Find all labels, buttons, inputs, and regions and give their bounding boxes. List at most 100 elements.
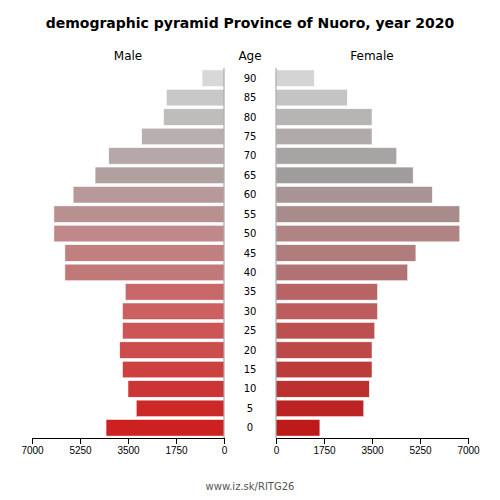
tick: 0: [222, 438, 228, 456]
tick-label: 3500: [117, 445, 140, 456]
category-label: 70: [244, 150, 257, 161]
bar: [276, 342, 372, 359]
bar: [136, 400, 224, 417]
tick-label: 3500: [361, 445, 384, 456]
bar: [276, 109, 372, 126]
tick-mark: [468, 438, 469, 444]
category-label: 75: [244, 131, 257, 142]
panel-title: Male: [114, 49, 142, 63]
tick: 7000: [457, 438, 480, 456]
tick: 1750: [313, 438, 336, 456]
bar: [276, 89, 347, 106]
bar: [276, 284, 377, 301]
bar: [276, 361, 372, 378]
bar: [142, 128, 224, 145]
tick-mark: [324, 438, 325, 444]
axis-line: [33, 439, 225, 445]
bar: [276, 128, 372, 145]
bar: [276, 186, 432, 203]
bar: [164, 109, 224, 126]
bar: [123, 303, 224, 320]
bar: [276, 400, 364, 417]
tick-mark: [32, 438, 33, 444]
tick: 0: [274, 438, 280, 456]
bar: [73, 186, 224, 203]
category-label: 60: [244, 189, 257, 200]
bar: [65, 245, 224, 262]
category-label: 40: [244, 267, 257, 278]
category-label: 10: [244, 383, 257, 394]
tick: 5250: [409, 438, 432, 456]
axis-title: Age: [238, 49, 261, 63]
tick-mark: [176, 438, 177, 444]
category-label: 90: [244, 73, 257, 84]
panel-title: Female: [350, 49, 393, 63]
bar: [276, 206, 460, 223]
bar: [276, 420, 320, 437]
tick-mark: [420, 438, 421, 444]
category-label: 20: [244, 345, 257, 356]
tick-label: 7000: [457, 445, 480, 456]
tick-label: 1750: [313, 445, 336, 456]
bar: [65, 264, 224, 281]
tick-label: 7000: [21, 445, 44, 456]
bar: [276, 264, 408, 281]
tick: 3500: [361, 438, 384, 456]
tick-mark: [80, 438, 81, 444]
tick-mark: [224, 438, 225, 444]
bar: [123, 361, 224, 378]
tick-mark: [276, 438, 277, 444]
bar: [54, 206, 224, 223]
bar: [276, 303, 377, 320]
chart: demographic pyramid Province of Nuoro, y…: [0, 0, 500, 500]
bar: [276, 148, 397, 165]
bar: [276, 225, 460, 242]
category-label: 30: [244, 306, 257, 317]
bar: [276, 70, 314, 87]
bar: [125, 284, 224, 301]
bar: [106, 420, 224, 437]
category-label: 65: [244, 170, 257, 181]
tick: 7000: [21, 438, 44, 456]
zero-line: [224, 68, 225, 438]
tick: 1750: [165, 438, 188, 456]
bar: [202, 70, 224, 87]
zero-line: [276, 68, 277, 438]
tick-mark: [128, 438, 129, 444]
category-labels: 0 5 10 15 20 25 30 35 40 45 50 55 60 65 70 75 80 85 90: [244, 73, 257, 434]
x-axis: 0 1750 3500 5250 7000: [274, 438, 480, 456]
x-axis: 0 1750 3500 5250 7000: [21, 438, 227, 456]
title: demographic pyramid Province of Nuoro, y…: [46, 15, 455, 31]
bar: [166, 89, 224, 106]
tick: 5250: [69, 438, 92, 456]
tick-label: 0: [222, 445, 228, 456]
category-label: 35: [244, 286, 257, 297]
bar: [123, 322, 224, 339]
tick: 3500: [117, 438, 140, 456]
bars: [276, 70, 460, 436]
tick-mark: [372, 438, 373, 444]
category-label: 55: [244, 209, 257, 220]
bar: [276, 245, 416, 262]
bar: [109, 148, 224, 165]
tick-label: 1750: [165, 445, 188, 456]
tick-label: 5250: [69, 445, 92, 456]
category-label: 25: [244, 325, 257, 336]
bar: [54, 225, 224, 242]
category-label: 50: [244, 228, 257, 239]
tick-label: 0: [274, 445, 280, 456]
category-label: 80: [244, 112, 257, 123]
bar: [276, 167, 413, 184]
annotation: www.iz.sk/RITG26: [206, 481, 295, 492]
category-label: 5: [247, 403, 253, 414]
tick-label: 5250: [409, 445, 432, 456]
category-label: 0: [247, 422, 253, 433]
axis-line: [277, 439, 469, 445]
bar: [276, 322, 375, 339]
category-label: 85: [244, 92, 257, 103]
bar: [120, 342, 224, 359]
category-label: 45: [244, 248, 257, 259]
category-label: 15: [244, 364, 257, 375]
bar: [128, 381, 224, 398]
bars: [54, 70, 224, 436]
